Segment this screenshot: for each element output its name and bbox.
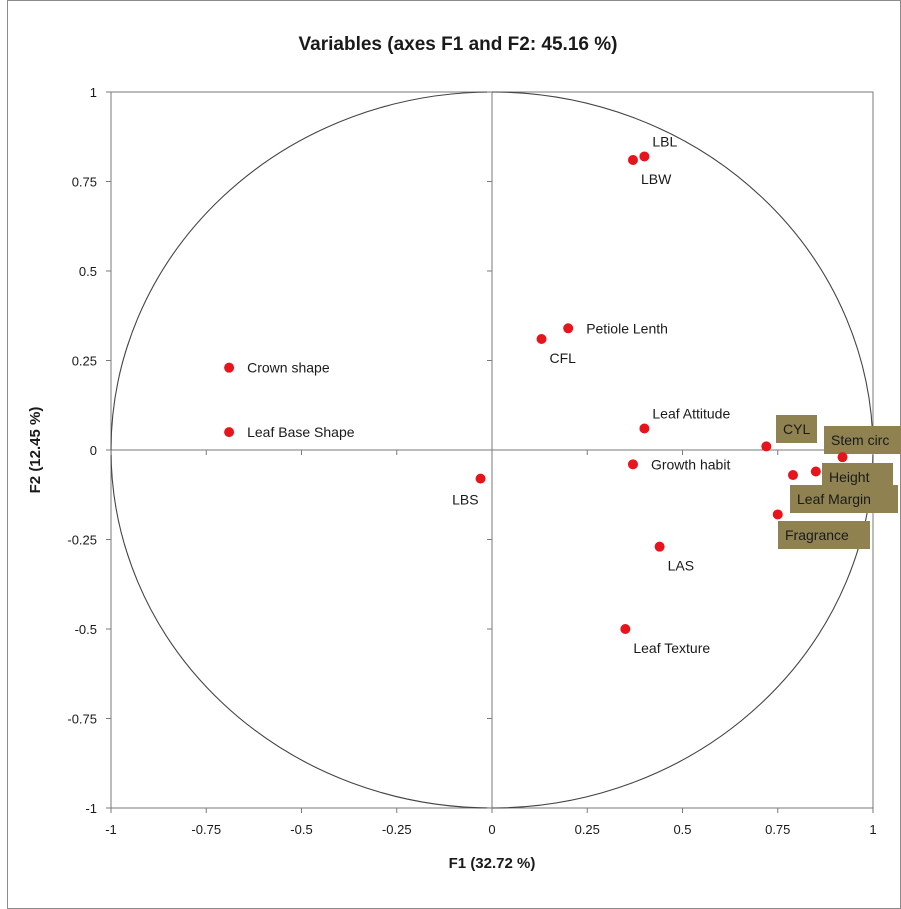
x-tick-label: -0.75 bbox=[191, 822, 221, 837]
data-point bbox=[761, 441, 772, 452]
x-tick-label: 0.75 bbox=[765, 822, 790, 837]
point-label: LBL bbox=[652, 133, 677, 149]
data-point bbox=[475, 473, 486, 484]
data-point bbox=[536, 334, 547, 345]
point-label: Leaf Margin bbox=[797, 491, 871, 507]
point-label-box bbox=[778, 521, 870, 549]
point-label: Petiole Lenth bbox=[586, 320, 668, 336]
point-label: CYL bbox=[783, 421, 810, 437]
point-label: Crown shape bbox=[247, 360, 330, 376]
data-point bbox=[639, 151, 650, 162]
y-tick-label: 0.25 bbox=[72, 354, 97, 369]
point-label: LAS bbox=[668, 558, 694, 574]
data-point bbox=[627, 459, 638, 470]
point-label: Fragrance bbox=[785, 527, 849, 543]
point-label-box bbox=[824, 426, 901, 454]
point-label: Leaf Base Shape bbox=[247, 424, 355, 440]
data-point bbox=[639, 423, 650, 434]
data-point bbox=[837, 452, 848, 463]
data-point bbox=[810, 466, 821, 477]
y-tick-label: 1 bbox=[90, 85, 97, 100]
data-point bbox=[627, 155, 638, 166]
x-tick-label: 0.25 bbox=[575, 822, 600, 837]
data-point bbox=[787, 470, 798, 481]
point-label: Height bbox=[829, 469, 870, 485]
y-tick-label: -0.75 bbox=[67, 712, 97, 727]
data-point bbox=[654, 541, 665, 552]
point-label: CFL bbox=[550, 350, 577, 366]
y-tick-label: -1 bbox=[85, 801, 97, 816]
y-tick-label: -0.5 bbox=[75, 622, 97, 637]
data-point bbox=[224, 362, 235, 373]
y-tick-label: 0 bbox=[90, 443, 97, 458]
point-label: LBW bbox=[641, 171, 672, 187]
data-point bbox=[620, 624, 631, 634]
point-label: Growth habit bbox=[651, 456, 730, 472]
ticks-layer: -1 -0.75 -0.5 -0.25 0 0.25 0.5 0.75 1 -1 -0.75 -0.5… bbox=[67, 85, 876, 837]
point-label: Leaf Attitude bbox=[652, 406, 730, 422]
y-tick-label: 0.5 bbox=[79, 264, 97, 279]
x-axis-title: F1 (32.72 %) bbox=[449, 855, 536, 872]
y-tick-label: -0.25 bbox=[67, 533, 97, 548]
chart-title: Variables (axes F1 and F2: 45.16 %) bbox=[299, 34, 618, 55]
chart-border bbox=[7, 0, 901, 909]
point-label: Stem circ bbox=[831, 432, 889, 448]
y-axis-title: F2 (12.45 %) bbox=[27, 407, 44, 494]
x-tick-label: -0.25 bbox=[382, 822, 412, 837]
point-label-box bbox=[776, 415, 817, 443]
y-tick-label: 0.75 bbox=[72, 175, 97, 190]
x-tick-label: 1 bbox=[869, 822, 876, 837]
point-label: Leaf Texture bbox=[633, 640, 710, 656]
point-label-box bbox=[790, 485, 898, 513]
points-layer: CYL Stem circ Height Leaf Margin Fragrance LB… bbox=[224, 133, 901, 656]
point-label: LBS bbox=[452, 492, 478, 508]
x-tick-label: -0.5 bbox=[290, 822, 312, 837]
x-tick-label: 0.5 bbox=[673, 822, 691, 837]
data-point bbox=[224, 427, 235, 438]
data-point bbox=[772, 509, 783, 520]
x-tick-label: -1 bbox=[105, 822, 117, 837]
x-tick-label: 0 bbox=[488, 822, 495, 837]
data-point bbox=[563, 323, 574, 334]
